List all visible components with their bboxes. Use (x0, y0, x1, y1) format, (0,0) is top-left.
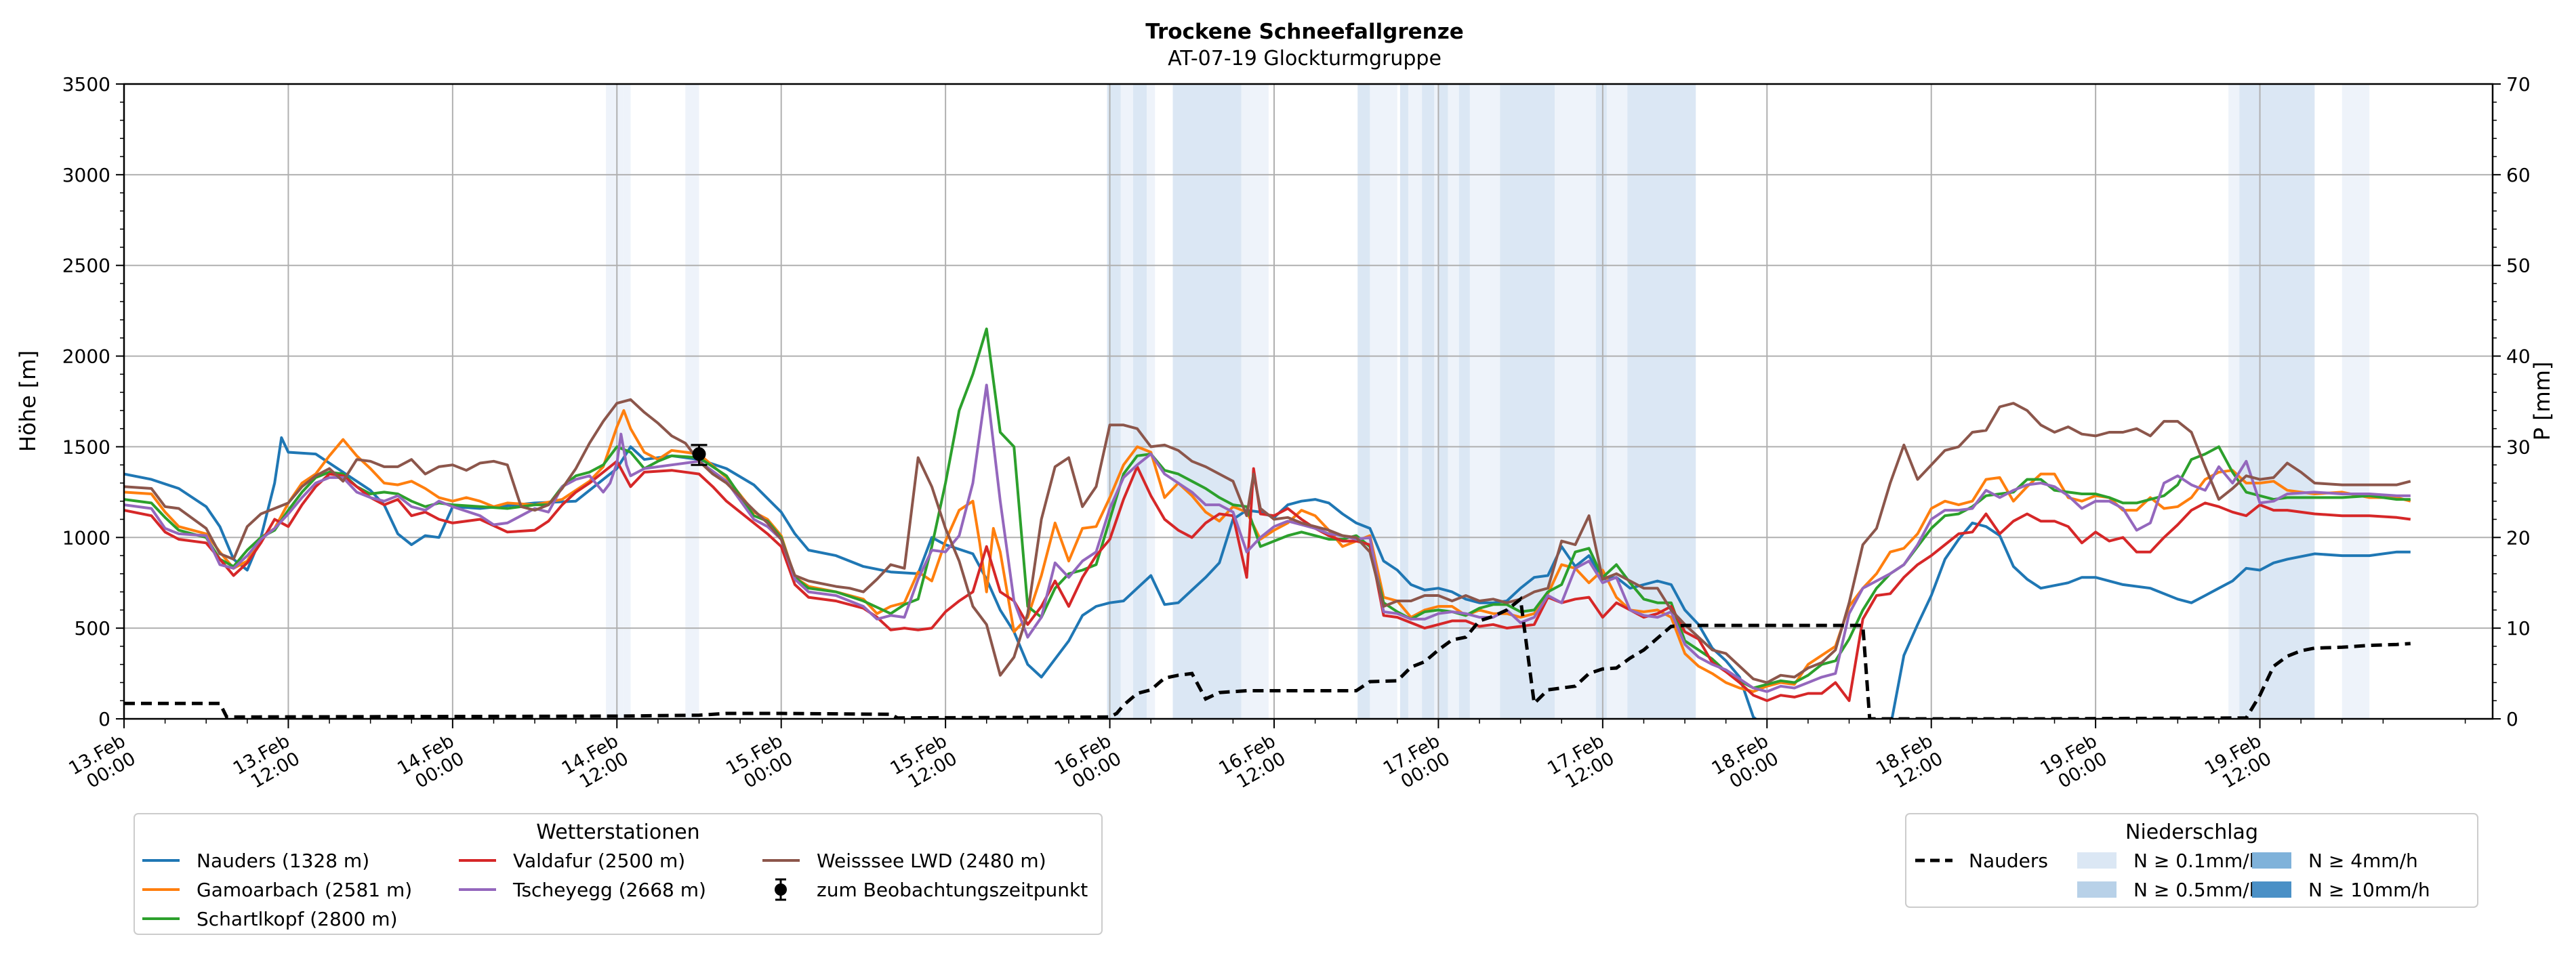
y-axis-left: 0 500 1000 1500 2000 2500 3000 3500 (62, 73, 124, 730)
precip-band-20 (1500, 84, 1555, 719)
y-axis-label-right: P [mm] (2529, 362, 2555, 441)
legend-observation-label: zum Beobachtungszeitpunkt (817, 879, 1088, 901)
y-tick-label-right-3: 30 (2506, 436, 2531, 458)
y-axis-right: 0 10 20 30 40 50 60 70 (2493, 73, 2531, 730)
observation-point (692, 447, 706, 461)
legend-precip-label-3: N ≥ 10mm/h (2308, 879, 2430, 901)
precip-band-13 (1408, 84, 1423, 719)
precip-band-0 (606, 84, 615, 719)
x-tick-label-7: 16.Feb12:00 (1215, 730, 1289, 797)
precipitation-bands (606, 84, 2370, 719)
legend-station-label-3: Valdafur (2500 m) (513, 850, 685, 872)
y-tick-label-left-2: 1000 (62, 526, 110, 549)
series-line-0 (124, 436, 2411, 719)
legend-stations-frame (134, 813, 1103, 935)
y-tick-label-right-5: 50 (2506, 255, 2531, 277)
series-line-5 (124, 398, 2411, 684)
precip-band-5 (1120, 84, 1133, 719)
chart-subtitle: AT-07-19 Glockturmgruppe (1168, 47, 1442, 70)
legend-precip-title: Niederschlag (2125, 820, 2258, 844)
legend-precip-label-0: N ≥ 0.1mm/h (2133, 850, 2261, 872)
y-tick-label-left-1: 500 (75, 617, 110, 640)
legend-station-label-2: Schartlkopf (2800 m) (197, 908, 398, 930)
y-axis-label-left: Höhe [m] (15, 350, 41, 452)
precip-band-8 (1172, 84, 1242, 719)
x-tick-label-5: 15.Feb12:00 (887, 730, 961, 797)
y-tick-label-left-4: 2000 (62, 346, 110, 368)
y-tick-label-left-0: 0 (98, 708, 110, 730)
precip-band-15 (1434, 84, 1439, 719)
y-tick-label-right-1: 10 (2506, 617, 2531, 640)
legend-precip-swatch-3 (2252, 881, 2291, 898)
legend-station-label-5: Weisssee LWD (2480 m) (817, 850, 1046, 872)
y-tick-label-left-6: 3000 (62, 164, 110, 186)
series-line-4 (124, 383, 2411, 693)
x-tick-label-2: 14.Feb00:00 (394, 730, 468, 797)
series-line-3 (124, 459, 2411, 703)
y-tick-label-right-7: 70 (2506, 73, 2531, 96)
precip-band-25 (2228, 84, 2240, 719)
precip-band-4 (1107, 84, 1121, 719)
legend-precip-swatch-2 (2252, 852, 2291, 869)
precip-band-22 (1595, 84, 1607, 719)
gridlines (123, 83, 2493, 720)
x-tick-label-8: 17.Feb00:00 (1380, 730, 1454, 797)
legend-precip: Niederschlag Nauders N ≥ 0.1mm/h N ≥ 0.5mm… (1905, 813, 2478, 908)
precip-band-9 (1241, 84, 1269, 719)
x-tick-label-9: 17.Feb12:00 (1544, 730, 1618, 797)
series-line-1 (124, 409, 2411, 693)
legend-precip-line-label: Nauders (1969, 850, 2048, 872)
legend-stations: Wetterstationen Nauders (1328 m) Gamoarba… (134, 813, 1103, 935)
precip-band-10 (1357, 84, 1370, 719)
legend-precip-swatch-1 (2077, 881, 2117, 898)
precip-band-26 (2239, 84, 2315, 719)
x-tick-label-10: 18.Feb00:00 (1709, 730, 1782, 797)
precip-band-18 (1458, 84, 1470, 719)
precip-band-16 (1438, 84, 1448, 719)
y-tick-label-right-2: 20 (2506, 526, 2531, 549)
precip-band-12 (1399, 84, 1408, 719)
x-tick-label-12: 19.Feb00:00 (2037, 730, 2111, 797)
legend-station-label-0: Nauders (1328 m) (197, 850, 369, 872)
legend-precip-frame (1905, 813, 2478, 908)
legend-precip-label-2: N ≥ 4mm/h (2308, 850, 2418, 872)
x-tick-label-6: 16.Feb00:00 (1051, 730, 1125, 797)
precip-band-3 (685, 84, 699, 719)
observation-marker-group (691, 444, 708, 466)
x-tick-label-11: 18.Feb12:00 (1873, 730, 1946, 797)
series-lines (124, 327, 2411, 719)
precip-band-7 (1147, 84, 1156, 719)
legend-precip-items: Nauders N ≥ 0.1mm/h N ≥ 0.5mm/h N ≥ 4mm/h N … (1915, 850, 2430, 901)
legend-precip-swatch-0 (2077, 852, 2117, 869)
y-tick-label-left-3: 1500 (62, 436, 110, 458)
legend-precip-label-1: N ≥ 0.5mm/h (2133, 879, 2261, 901)
precip-band-23 (1606, 84, 1628, 719)
legend-stations-title: Wetterstationen (536, 820, 699, 844)
x-tick-label-13: 19.Feb12:00 (2201, 730, 2275, 797)
y-tick-label-right-4: 40 (2506, 346, 2531, 368)
legend-station-label-1: Gamoarbach (2581 m) (197, 879, 412, 901)
x-tick-label-4: 15.Feb00:00 (722, 730, 796, 797)
y-tick-label-right-6: 60 (2506, 164, 2531, 186)
precip-band-17 (1448, 84, 1459, 719)
precip-band-11 (1370, 84, 1397, 719)
precip-band-27 (2342, 84, 2370, 719)
x-tick-label-0: 13.Feb00:00 (65, 730, 139, 797)
legend-observation-point (775, 883, 787, 896)
chart-title: Trockene Schneefallgrenze (1145, 20, 1464, 44)
y-tick-label-right-0: 0 (2506, 708, 2518, 730)
precip-band-21 (1555, 84, 1596, 719)
y-tick-label-left-7: 3500 (62, 73, 110, 96)
legend-station-label-4: Tscheyegg (2668 m) (512, 879, 706, 901)
precip-band-14 (1422, 84, 1435, 719)
x-tick-label-3: 14.Feb12:00 (558, 730, 632, 797)
precip-band-6 (1132, 84, 1147, 719)
x-axis: 13.Feb00:00 13.Feb12:00 14.Feb00:00 14.Feb1… (65, 719, 2466, 797)
legend-stations-items: Nauders (1328 m) Gamoarbach (2581 m) Schar… (142, 850, 1088, 930)
y-tick-label-left-5: 2500 (62, 255, 110, 277)
plot-frame (123, 83, 2494, 720)
x-tick-label-1: 13.Feb12:00 (230, 730, 304, 797)
